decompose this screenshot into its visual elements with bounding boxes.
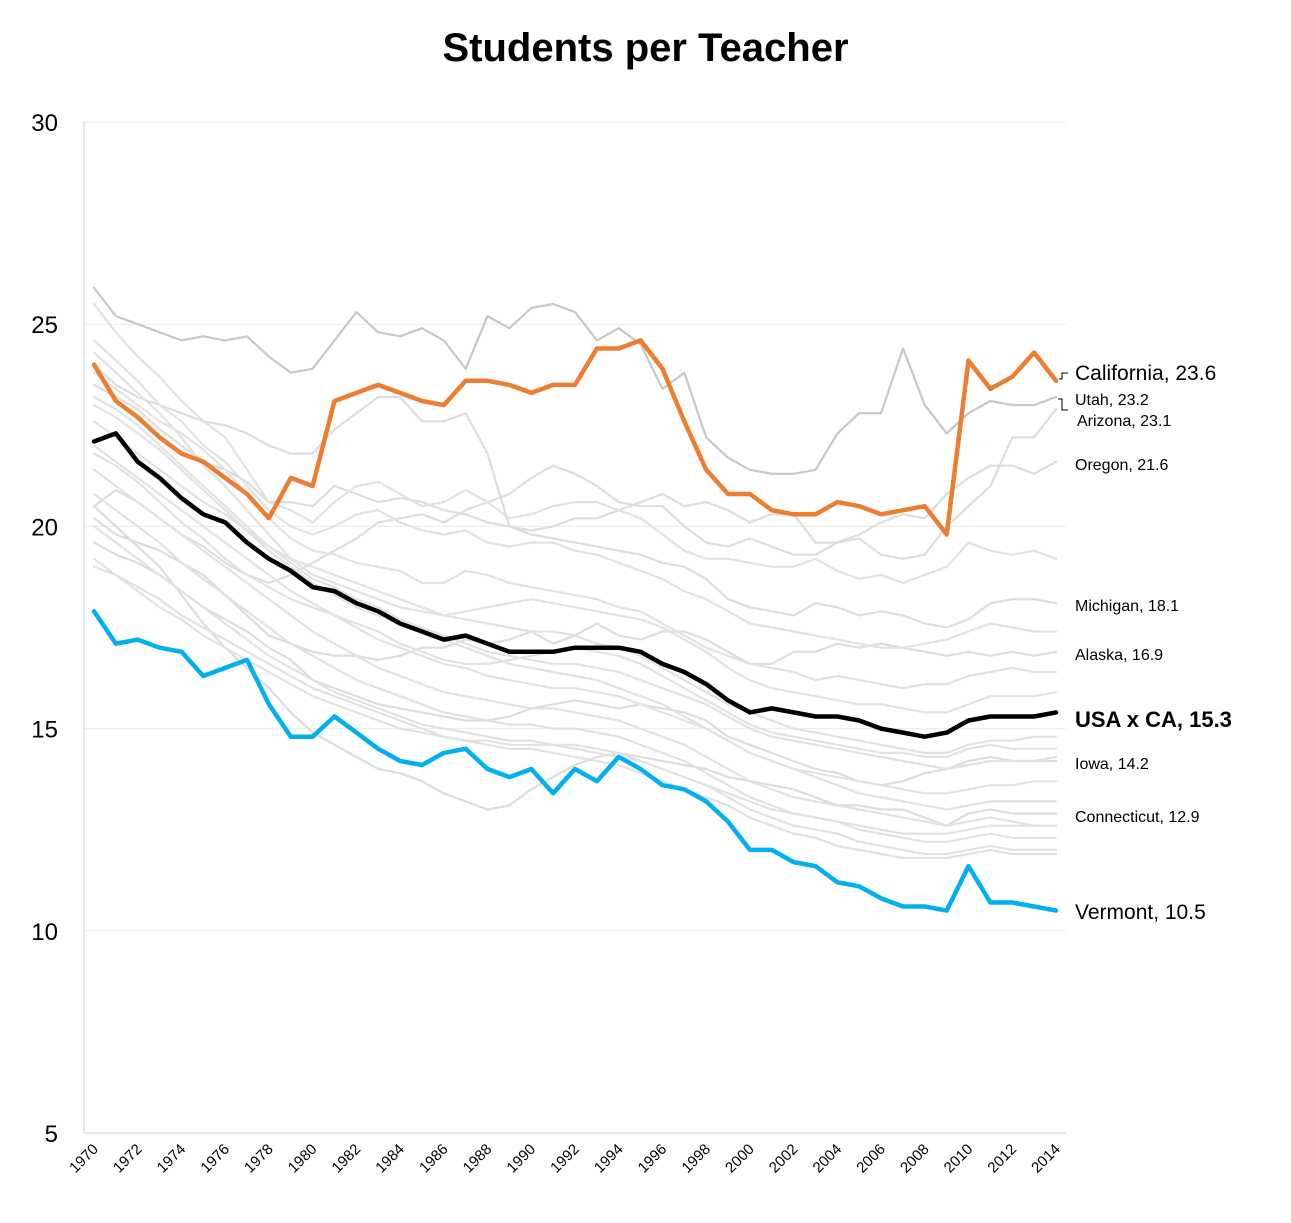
x-tick-label: 1998	[678, 1141, 714, 1177]
series-line-california	[91, 338, 1059, 537]
leader-california	[1059, 372, 1068, 380]
x-tick-label: 1978	[241, 1141, 277, 1177]
series-line-state	[92, 468, 1058, 827]
chart-title: Students per Teacher	[442, 26, 849, 70]
series-line-state	[92, 371, 1058, 690]
series-line-usa-x-ca	[91, 431, 1059, 739]
series-label-usa-x-ca: USA x CA, 15.3	[1075, 707, 1232, 732]
x-tick-label: 1974	[154, 1141, 190, 1177]
x-tick-label: 2008	[897, 1141, 933, 1177]
x-tick-label: 2000	[722, 1141, 758, 1177]
series-line-oregon	[92, 460, 1058, 585]
series-line-state	[92, 395, 1058, 754]
x-tick-label: 1992	[547, 1141, 583, 1177]
y-tick-label: 15	[31, 717, 58, 744]
series-line-state	[92, 339, 1058, 649]
x-tick-label: 1972	[110, 1141, 146, 1177]
highlight-series	[91, 338, 1059, 913]
y-tick-label: 20	[31, 514, 58, 541]
x-tick-label: 2012	[984, 1141, 1020, 1177]
background-series	[92, 286, 1058, 860]
y-tick-label: 30	[31, 110, 58, 137]
x-tick-label: 2002	[766, 1141, 802, 1177]
x-tick-label: 1984	[372, 1141, 408, 1177]
series-label-utah: Utah, 23.2	[1075, 392, 1149, 409]
series-line-state	[92, 525, 1058, 856]
x-tick-label: 2006	[853, 1141, 889, 1177]
x-tick-label: 2014	[1028, 1141, 1064, 1177]
y-tick-label: 10	[31, 919, 58, 946]
x-tick-label: 1988	[460, 1141, 496, 1177]
x-tick-label: 1980	[285, 1141, 321, 1177]
x-tick-label: 1976	[197, 1141, 233, 1177]
series-label-connecticut: Connecticut, 12.9	[1075, 809, 1200, 826]
y-tick-labels: 5 10 15 20 25 30	[31, 110, 58, 1148]
series-label-alaska: Alaska, 16.9	[1075, 647, 1163, 664]
x-tick-label: 1990	[503, 1141, 539, 1177]
series-line-state	[92, 404, 1058, 811]
series-line-arizona	[92, 363, 1058, 560]
series-line-utah	[92, 286, 1058, 475]
x-tick-labels: 1970 1972 1974 1976 1978 1980 1982 1984 1986 1988…	[66, 1141, 1064, 1177]
series-line-alaska	[92, 517, 1058, 665]
x-tick-label: 1982	[329, 1141, 365, 1177]
series-label-michigan: Michigan, 18.1	[1075, 598, 1179, 615]
label-leaders	[1058, 372, 1068, 411]
series-line-state	[92, 492, 1058, 843]
x-tick-label: 1996	[635, 1141, 671, 1177]
y-tick-label: 25	[31, 312, 58, 339]
series-line-michigan	[92, 383, 1058, 629]
series-labels: California, 23.6 USA x CA, 15.3 Vermont, 1…	[1075, 362, 1232, 924]
axes	[83, 121, 1066, 1134]
series-label-arizona: Arizona, 23.1	[1077, 413, 1171, 430]
leader-arizona	[1058, 398, 1068, 411]
x-tick-label: 1970	[66, 1141, 102, 1177]
series-line-state	[92, 302, 1058, 585]
series-line-vermont	[91, 609, 1059, 913]
series-label-california: California, 23.6	[1075, 362, 1216, 385]
series-line-state	[92, 351, 1058, 714]
series-label-iowa: Iowa, 14.2	[1075, 756, 1149, 773]
y-tick-label: 5	[45, 1121, 58, 1148]
x-tick-label: 2004	[810, 1141, 846, 1177]
series-line-state	[92, 444, 1058, 795]
series-line-state	[92, 565, 1058, 835]
series-line-iowa	[92, 541, 1058, 787]
x-tick-label: 2010	[941, 1141, 977, 1177]
series-label-oregon: Oregon, 21.6	[1075, 457, 1169, 474]
x-tick-label: 1986	[416, 1141, 452, 1177]
series-label-vermont: Vermont, 10.5	[1075, 901, 1206, 924]
series-line-state	[92, 557, 1058, 860]
x-tick-label: 1994	[591, 1141, 627, 1177]
